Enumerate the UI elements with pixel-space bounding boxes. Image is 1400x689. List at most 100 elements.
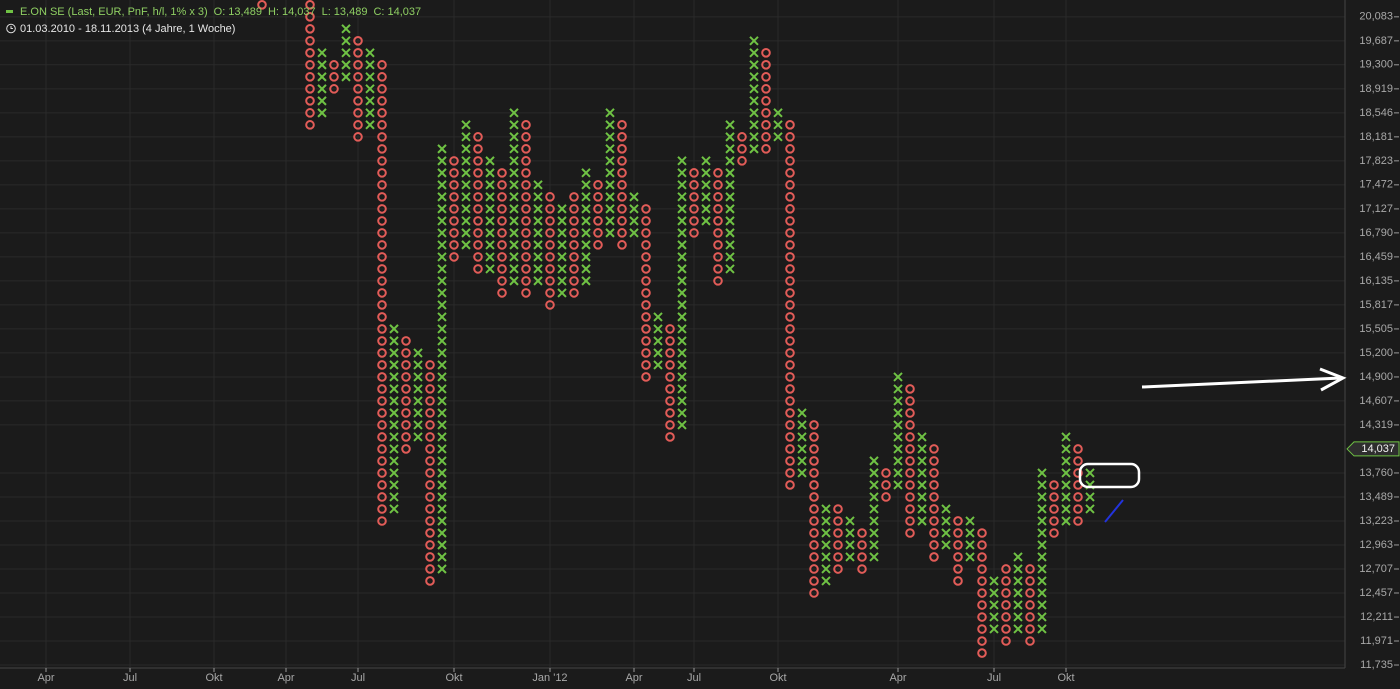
y-tick-label: 13,489 — [1359, 491, 1393, 503]
x-box — [1013, 588, 1023, 598]
o-box — [641, 276, 651, 286]
o-box — [569, 216, 579, 226]
o-box — [857, 564, 867, 574]
o-box — [377, 396, 387, 406]
x-box — [461, 120, 471, 130]
o-box — [377, 324, 387, 334]
x-box — [437, 432, 447, 442]
x-box — [437, 468, 447, 478]
o-box — [449, 240, 459, 250]
o-box — [833, 552, 843, 562]
x-box — [797, 420, 807, 430]
o-box — [857, 552, 867, 562]
x-box — [677, 384, 687, 394]
o-box — [449, 156, 459, 166]
x-box — [1061, 516, 1071, 526]
x-box — [1061, 492, 1071, 502]
o-box — [665, 348, 675, 358]
o-box — [785, 192, 795, 202]
x-box — [605, 228, 615, 238]
o-box — [785, 288, 795, 298]
x-box — [725, 168, 735, 178]
o-box — [929, 528, 939, 538]
x-box — [509, 132, 519, 142]
x-box — [437, 396, 447, 406]
x-box — [317, 84, 327, 94]
o-box — [857, 528, 867, 538]
x-box — [1013, 564, 1023, 574]
o-box — [785, 420, 795, 430]
o-box — [353, 48, 363, 58]
o-box — [641, 312, 651, 322]
ohlc-value: 13,489 — [334, 6, 368, 18]
x-box — [437, 324, 447, 334]
x-box — [1061, 444, 1071, 454]
o-box — [377, 360, 387, 370]
o-box — [449, 216, 459, 226]
o-box — [905, 396, 915, 406]
y-tick-label: 17,472 — [1359, 179, 1393, 191]
o-box — [377, 492, 387, 502]
o-box — [497, 276, 507, 286]
x-box — [749, 144, 759, 154]
x-box — [437, 288, 447, 298]
o-box — [377, 336, 387, 346]
x-column — [821, 504, 831, 586]
o-column — [329, 60, 339, 94]
o-column — [953, 516, 963, 586]
o-box — [977, 540, 987, 550]
x-column — [485, 156, 495, 274]
x-box — [893, 480, 903, 490]
x-box — [1037, 624, 1047, 634]
x-box — [389, 504, 399, 514]
x-box — [605, 216, 615, 226]
o-box — [425, 432, 435, 442]
x-box — [437, 336, 447, 346]
x-box — [485, 180, 495, 190]
o-box — [809, 480, 819, 490]
o-box — [761, 108, 771, 118]
x-box — [509, 144, 519, 154]
o-box — [785, 156, 795, 166]
x-box — [581, 252, 591, 262]
o-box — [377, 264, 387, 274]
x-box — [437, 480, 447, 490]
o-column — [761, 48, 771, 154]
x-box — [461, 156, 471, 166]
o-box — [641, 372, 651, 382]
o-box — [737, 144, 747, 154]
x-box — [557, 228, 567, 238]
x-tick-label: Okt — [769, 672, 786, 684]
x-column — [605, 108, 615, 238]
x-column — [1061, 432, 1071, 526]
x-box — [461, 216, 471, 226]
x-box — [341, 24, 351, 34]
x-box — [749, 132, 759, 142]
x-column — [533, 180, 543, 286]
x-box — [677, 372, 687, 382]
x-column — [1037, 468, 1047, 634]
x-box — [893, 384, 903, 394]
x-box — [557, 252, 567, 262]
x-column — [1013, 552, 1023, 634]
o-box — [977, 588, 987, 598]
o-box — [953, 540, 963, 550]
x-box — [413, 432, 423, 442]
x-box — [485, 216, 495, 226]
x-box — [941, 504, 951, 514]
o-box — [689, 168, 699, 178]
x-box — [653, 324, 663, 334]
o-box — [665, 324, 675, 334]
x-column — [317, 48, 327, 118]
o-box — [353, 96, 363, 106]
x-box — [317, 72, 327, 82]
x-box — [581, 276, 591, 286]
x-box — [677, 156, 687, 166]
x-box — [437, 516, 447, 526]
x-box — [413, 420, 423, 430]
x-box — [893, 432, 903, 442]
x-box — [821, 504, 831, 514]
o-box — [377, 300, 387, 310]
x-box — [893, 408, 903, 418]
